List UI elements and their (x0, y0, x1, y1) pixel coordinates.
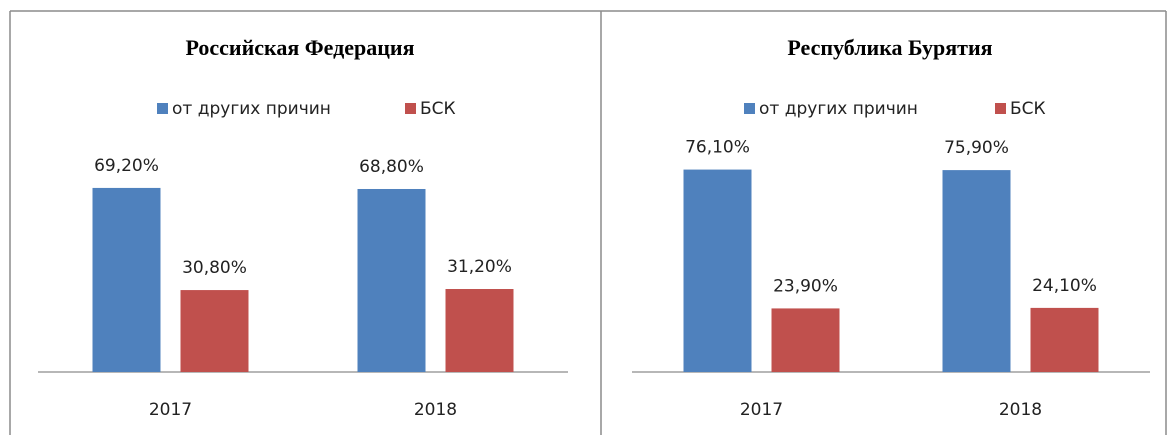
legend-label: БСК (420, 99, 456, 119)
bar (180, 290, 249, 372)
bar (357, 188, 426, 372)
data-label: 24,10% (1032, 276, 1097, 296)
chart-title: Российская Федерация (185, 35, 414, 60)
bar (683, 169, 752, 372)
data-label: 30,80% (182, 258, 247, 278)
legend-swatch (157, 103, 168, 114)
data-label: 68,80% (359, 157, 424, 177)
x-tick-label: 2018 (999, 400, 1042, 420)
legend-label: от других причин (172, 99, 331, 119)
bar (92, 187, 161, 372)
data-label: 23,90% (773, 276, 838, 296)
panel-borders (9, 10, 1167, 435)
legend-label: от других причин (759, 99, 918, 119)
data-label: 75,90% (944, 138, 1009, 158)
x-tick-label: 2017 (149, 400, 192, 420)
legend-swatch (995, 103, 1006, 114)
x-tick-label: 2017 (740, 400, 783, 420)
legend-swatch (405, 103, 416, 114)
legend-label: БСК (1010, 99, 1046, 119)
data-label: 76,10% (685, 138, 750, 158)
bar (1030, 307, 1099, 372)
bar (942, 170, 1011, 372)
chart-title: Республика Бурятия (787, 35, 992, 60)
data-label: 69,20% (94, 156, 159, 176)
x-tick-label: 2018 (414, 400, 457, 420)
data-label: 31,20% (447, 257, 512, 277)
bar (445, 289, 514, 372)
legend-swatch (744, 103, 755, 114)
bar (771, 308, 840, 372)
